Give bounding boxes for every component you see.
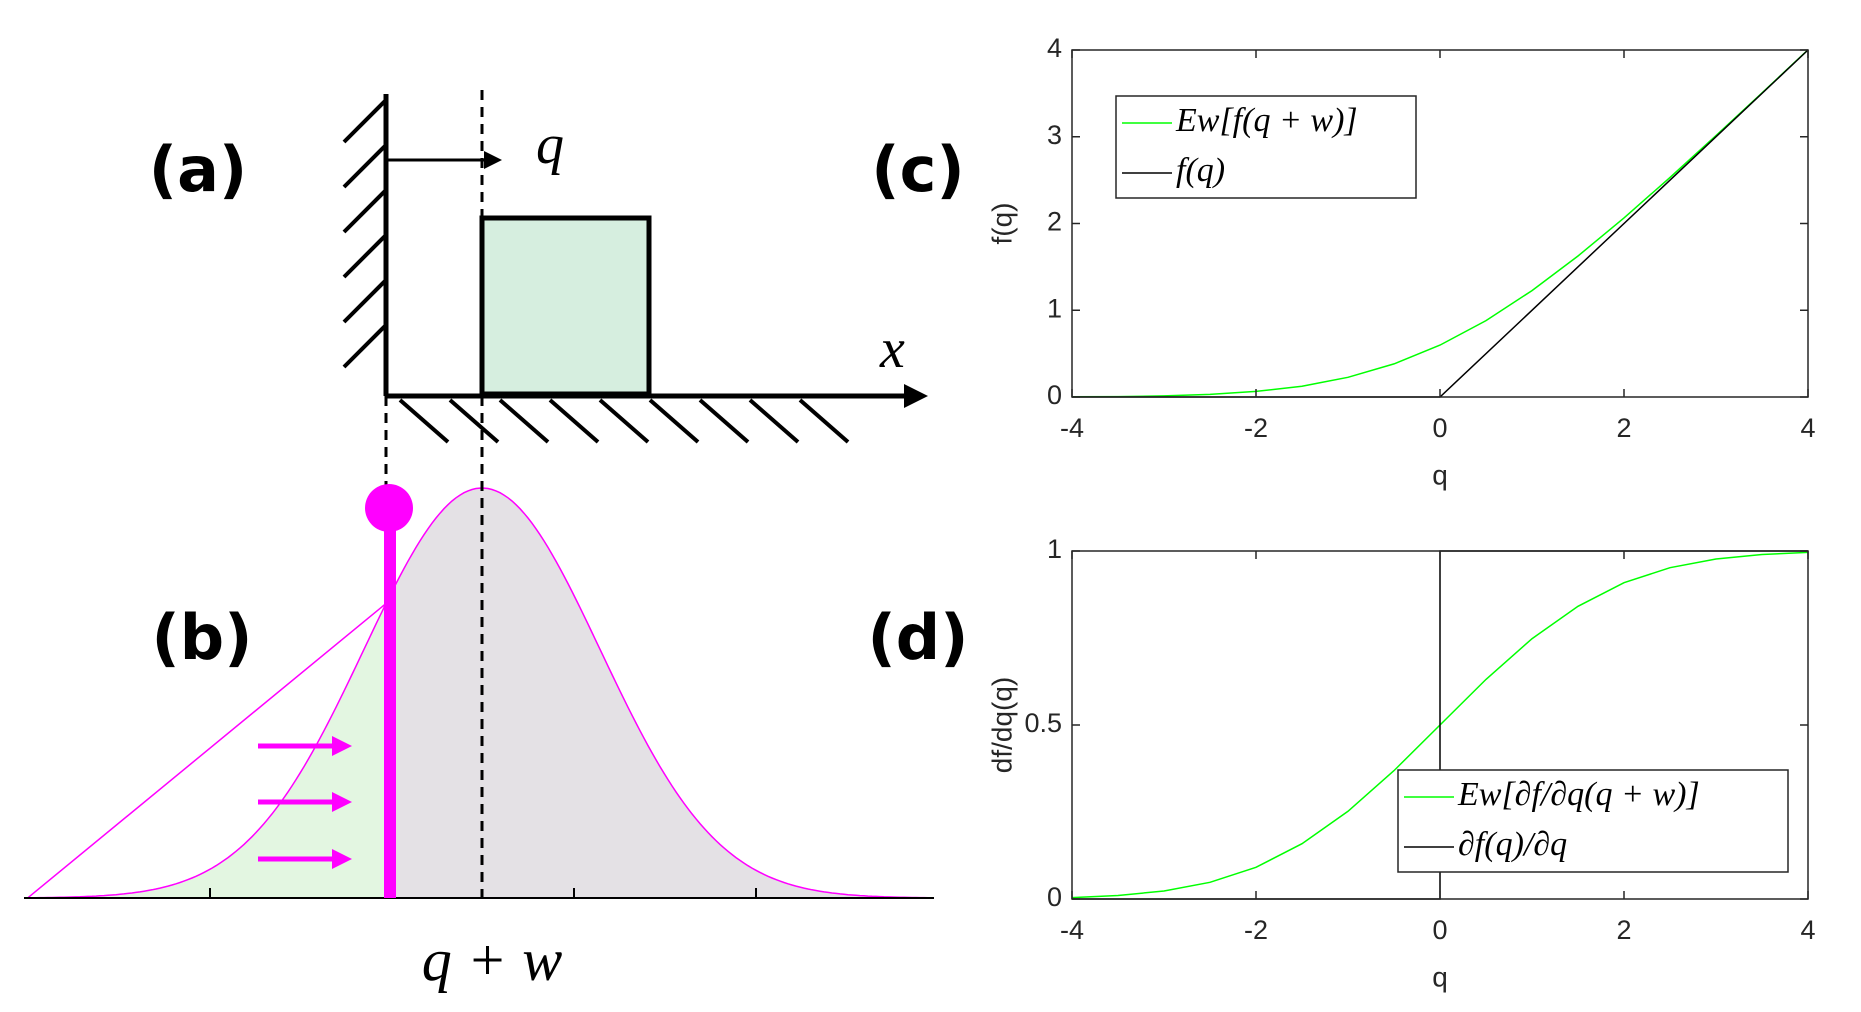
legend-box [1397,769,1789,873]
gaussian-left [24,603,386,898]
y-tick-label: 0 [1047,882,1062,912]
panel-label: (d) [867,601,968,674]
stem-head [365,484,413,532]
gaussian [24,487,934,899]
legend-label: Ew[∂f/∂q(q + w)] [1457,776,1700,813]
y-tick-label: 1 [1047,534,1062,564]
y-axis-label: f(q) [986,203,1017,245]
q-label: q [536,114,564,176]
block [479,215,652,397]
y-tick-label: 0.5 [1024,708,1062,738]
panel-label: (c) [871,133,964,206]
y-tick-label: 4 [1047,33,1062,63]
q-arrow-head [484,151,502,169]
x-tick-label: 2 [1616,915,1631,945]
gaussian-right [386,488,934,898]
diagram-b [24,484,934,899]
y-tick-label: 0 [1047,380,1062,410]
y-tick-label: 3 [1047,120,1062,150]
gaussian-curve [25,487,932,899]
legend-label: f(q) [1176,152,1225,189]
x-tick-label: -4 [1060,413,1084,443]
y-tick-label: 2 [1047,207,1062,237]
legend-label: ∂f(q)/∂q [1458,826,1567,863]
diagram-a [342,90,928,898]
axis-label: q + w [422,927,563,993]
x-label: x [879,318,905,380]
x-tick-label: 4 [1800,413,1815,443]
x-tick-label: 4 [1800,915,1815,945]
y-tick-label: 1 [1047,293,1062,323]
x-tick-label: 0 [1432,915,1447,945]
x-tick-label: -4 [1060,915,1084,945]
x-tick-label: 2 [1616,413,1631,443]
x-tick-label: 0 [1432,413,1447,443]
legend-label: Ew[f(q + w)] [1175,102,1358,139]
x-axis-label: q [1432,961,1448,992]
legend-box [1115,95,1417,199]
y-axis-label: df/dq(q) [986,677,1017,774]
floor-hatch [398,398,850,444]
panel-label: (b) [151,601,252,674]
push-arrows [258,736,352,869]
wall-hatch [342,98,388,369]
series-line [1071,49,1809,398]
x-tick-label: -2 [1244,413,1268,443]
x-tick-label: -2 [1244,915,1268,945]
baseline-ticks [209,888,757,898]
floor-arrow [904,384,928,408]
x-axis-label: q [1432,459,1448,490]
panel-label: (a) [149,133,248,206]
